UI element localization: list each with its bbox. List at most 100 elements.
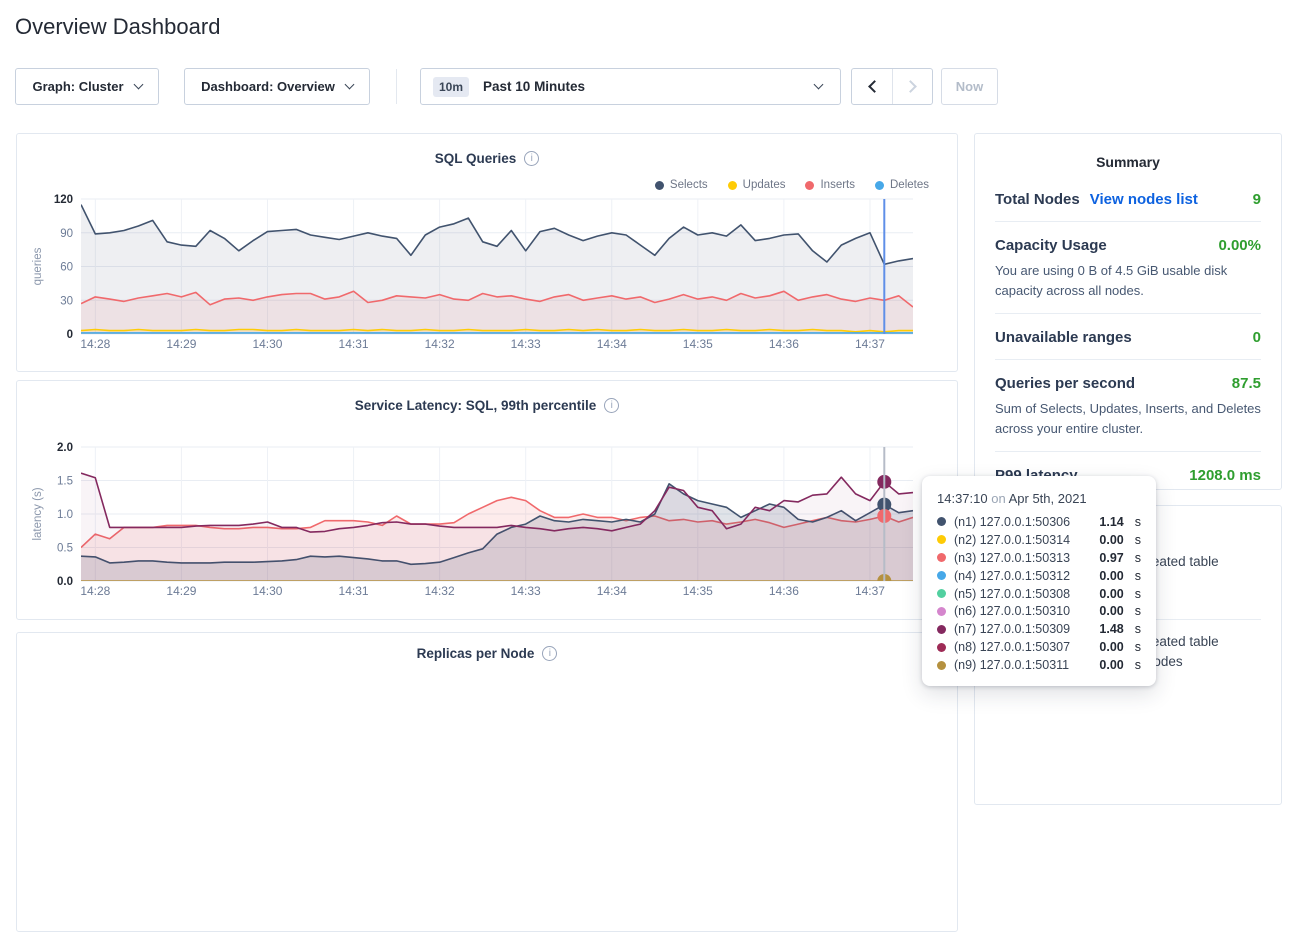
tooltip-node-label: (n6) 127.0.0.1:50310 [954,604,1091,618]
node-color-dot-icon [937,625,946,634]
tooltip-node-value: 0.00 [1099,587,1123,601]
svg-text:60: 60 [60,262,73,274]
unavailable-ranges-label: Unavailable ranges [995,329,1132,346]
node-color-dot-icon [937,535,946,544]
tooltip-node-value: 0.00 [1099,658,1123,672]
tooltip-row: (n8) 127.0.0.1:503070.00s [937,638,1141,656]
dashboard-dropdown[interactable]: Dashboard: Overview [184,68,370,105]
summary-row-unavailable: Unavailable ranges 0 [995,314,1261,360]
tooltip-node-label: (n1) 127.0.0.1:50306 [954,515,1091,529]
capacity-usage-desc: You are using 0 B of 4.5 GiB usable disk… [995,261,1261,300]
svg-text:14:33: 14:33 [511,337,541,351]
time-range-label: Past 10 Minutes [483,79,585,94]
svg-text:14:31: 14:31 [339,584,369,598]
now-button[interactable]: Now [941,68,998,105]
tooltip-node-value: 0.00 [1099,640,1123,654]
time-range-badge: 10m [433,77,469,97]
svg-text:14:35: 14:35 [683,584,713,598]
tooltip-rows: (n1) 127.0.0.1:50306 1.14 s (n2) 127.0.0.1:… [937,513,1141,674]
time-next-button[interactable] [892,69,932,104]
svg-text:0.5: 0.5 [57,543,73,555]
svg-text:14:28: 14:28 [80,337,110,351]
summary-body: Total Nodes View nodes list 9 Capacity U… [975,176,1281,497]
service-latency-chart[interactable]: 0.00.51.01.52.014:2814:2914:3014:3114:32… [17,381,959,621]
summary-panel: Summary Total Nodes View nodes list 9 Ca… [974,133,1282,490]
svg-text:30: 30 [60,295,73,307]
node-color-dot-icon [937,607,946,616]
svg-text:14:33: 14:33 [511,584,541,598]
svg-text:14:34: 14:34 [597,584,627,598]
svg-text:14:35: 14:35 [683,337,713,351]
sql-queries-chart[interactable]: 030609012014:2814:2914:3014:3114:3214:33… [17,134,959,373]
replicas-title-row: Replicas per Node i [17,646,957,661]
time-pager [851,68,933,105]
qps-desc: Sum of Selects, Updates, Inserts, and De… [995,399,1261,438]
node-color-dot-icon [937,589,946,598]
svg-text:14:30: 14:30 [252,337,282,351]
qps-value: 87.5 [1232,375,1261,392]
tooltip-date: Apr 5th, 2021 [1009,491,1087,506]
tooltip-row: (n1) 127.0.0.1:503061.14s [937,513,1141,531]
tooltip-row: (n3) 127.0.0.1:50313 0.97 s [937,549,1141,567]
sql-queries-panel: SQL Queries i SelectsUpdatesInsertsDelet… [16,133,958,372]
dashboard-dropdown-label: Dashboard: Overview [201,79,335,94]
svg-text:latency (s): latency (s) [32,487,44,540]
svg-text:14:31: 14:31 [339,337,369,351]
svg-text:14:29: 14:29 [166,584,196,598]
tooltip-row: (n4) 127.0.0.1:503120.00s [937,567,1141,585]
total-nodes-label: Total Nodes [995,191,1080,208]
tooltip-node-unit: s [1135,604,1141,618]
node-color-dot-icon [937,661,946,670]
svg-text:2.0: 2.0 [57,442,73,454]
tooltip-node-value: 0.97 [1099,551,1123,565]
info-icon[interactable]: i [542,646,557,661]
tooltip-node-value: 1.48 [1099,622,1123,636]
capacity-usage-label: Capacity Usage [995,237,1107,254]
tooltip-conjunction: on [991,491,1005,506]
chart-hover-tooltip: 14:37:10 on Apr 5th, 2021 (n1) 127.0.0.1… [922,476,1156,686]
chevron-left-icon [868,80,881,93]
tooltip-node-label: (n5) 127.0.0.1:50308 [954,587,1091,601]
toolbar-divider [396,69,397,104]
svg-text:120: 120 [54,194,73,206]
summary-heading: Summary [975,134,1281,176]
capacity-usage-value: 0.00% [1218,237,1261,254]
graph-dropdown-label: Graph: Cluster [32,79,123,94]
tooltip-row: (n7) 127.0.0.1:50309 1.48 s [937,620,1141,638]
svg-text:14:36: 14:36 [769,584,799,598]
graph-dropdown[interactable]: Graph: Cluster [15,68,159,105]
overview-dashboard-page: { "header": { "title": "Overview Dashboa… [0,0,1290,689]
tooltip-node-label: (n7) 127.0.0.1:50309 [954,622,1091,636]
svg-text:14:34: 14:34 [597,337,627,351]
tooltip-node-label: (n4) 127.0.0.1:50312 [954,569,1091,583]
node-color-dot-icon [937,643,946,652]
svg-text:queries: queries [32,247,44,285]
view-nodes-list-link[interactable]: View nodes list [1090,191,1198,208]
tooltip-node-label: (n8) 127.0.0.1:50307 [954,640,1091,654]
summary-row-capacity: Capacity Usage 0.00% You are using 0 B o… [995,222,1261,314]
tooltip-node-unit: s [1135,587,1141,601]
replicas-per-node-panel: Replicas per Node i [16,632,958,932]
svg-text:14:37: 14:37 [855,584,885,598]
svg-text:0: 0 [67,329,73,341]
replicas-title: Replicas per Node [417,646,535,661]
chevron-right-icon [904,80,917,93]
node-color-dot-icon [937,553,946,562]
tooltip-node-label: (n2) 127.0.0.1:50314 [954,533,1091,547]
p99-latency-value: 1208.0 ms [1189,467,1261,484]
tooltip-node-unit: s [1135,551,1141,565]
time-prev-button[interactable] [852,69,892,104]
node-color-dot-icon [937,517,946,526]
tooltip-timestamp: 14:37:10 on Apr 5th, 2021 [937,491,1141,506]
summary-row-total-nodes: Total Nodes View nodes list 9 [995,176,1261,222]
time-range-picker[interactable]: 10m Past 10 Minutes [420,68,841,105]
tooltip-node-unit: s [1135,533,1141,547]
tooltip-node-value: 1.14 [1099,515,1123,529]
svg-text:90: 90 [60,228,73,240]
tooltip-node-value: 0.00 [1099,569,1123,583]
tooltip-row: (n6) 127.0.0.1:503100.00s [937,602,1141,620]
tooltip-node-label: (n3) 127.0.0.1:50313 [954,551,1091,565]
page-title: Overview Dashboard [15,14,220,40]
tooltip-node-unit: s [1135,622,1141,636]
svg-text:14:28: 14:28 [80,584,110,598]
